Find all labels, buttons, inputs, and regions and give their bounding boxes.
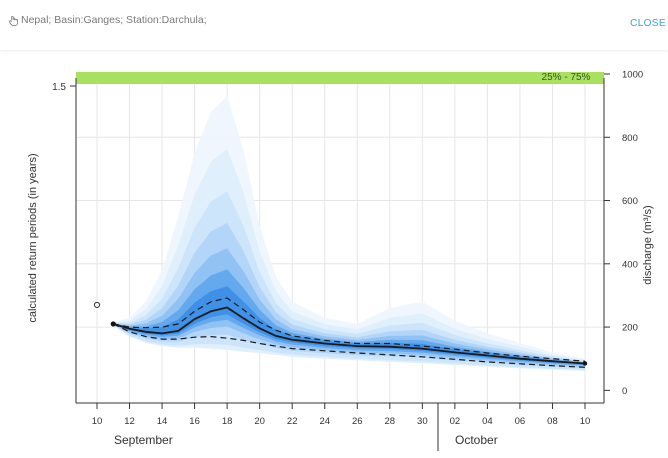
breadcrumb-text: Nepal; Basin:Ganges; Station:Darchula;: [21, 14, 207, 26]
series-line-upper: [113, 297, 586, 362]
right-tick-label: 600: [622, 196, 638, 207]
observed-point: [93, 301, 101, 309]
x-tick-label: 30: [417, 416, 428, 427]
x-tick-label: 10: [92, 416, 103, 427]
breadcrumb: Nepal; Basin:Ganges; Station:Darchula;: [8, 14, 207, 26]
x-tick-label: 22: [287, 416, 298, 427]
left-axis: 1.5 calculated return periods (in years): [27, 82, 76, 323]
x-tick-label: 18: [222, 416, 233, 427]
x-axis: September October 10 12 14 16 18 20 22 24 26 28 30…: [92, 403, 591, 451]
right-tick-label: 800: [622, 133, 638, 144]
x-tick-label: 04: [482, 416, 493, 427]
x-tick-label: 14: [157, 416, 168, 427]
hand-pointer-icon: [9, 15, 18, 26]
month-label-september: September: [114, 433, 173, 447]
banner-label: 25% - 75%: [542, 72, 591, 83]
right-axis: discharge (m³/s) 0 200 400 600 800 1000: [604, 70, 654, 397]
x-tick-label: 20: [254, 416, 265, 427]
right-tick-label: 1000: [622, 70, 643, 81]
x-tick-label: 28: [385, 416, 396, 427]
ensemble-bands: [113, 96, 586, 371]
x-tick-label: 24: [319, 416, 330, 427]
x-tick-label: 02: [450, 416, 461, 427]
month-label-october: October: [455, 433, 498, 447]
x-tick-label: 26: [352, 416, 363, 427]
right-tick-label: 200: [622, 323, 638, 334]
header-bar: Nepal; Basin:Ganges; Station:Darchula; C…: [0, 0, 668, 50]
close-button[interactable]: CLOSE: [630, 18, 666, 29]
left-axis-label: calculated return periods (in years): [27, 153, 39, 322]
series-line-median: [113, 306, 586, 365]
right-tick-label: 0: [622, 386, 627, 397]
x-tick-label: 08: [547, 416, 558, 427]
series-end-marker: [582, 361, 588, 366]
percentile-banner: [76, 72, 604, 84]
discharge-chart: 25% - 75% 1.5 calculated return periods …: [0, 50, 668, 453]
x-tick-label: 06: [515, 416, 526, 427]
ensemble-band: [113, 286, 586, 365]
x-tick-label: 10: [580, 416, 591, 427]
series-start-marker: [110, 321, 116, 327]
x-tick-label: 16: [189, 416, 200, 427]
right-tick-label: 400: [622, 259, 638, 270]
forecast-lines: [110, 297, 588, 368]
right-axis-label: discharge (m³/s): [642, 205, 654, 284]
x-tick-label: 12: [124, 416, 135, 427]
chart-svg: 25% - 75% 1.5 calculated return periods …: [27, 70, 654, 451]
left-tick-label: 1.5: [52, 82, 66, 93]
